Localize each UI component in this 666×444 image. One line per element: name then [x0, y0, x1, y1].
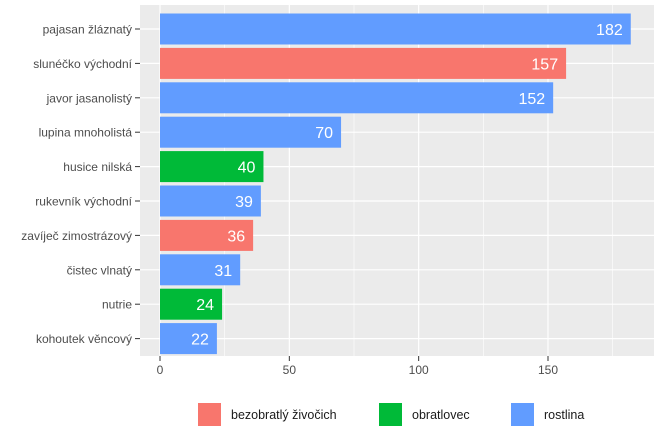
data-label: 31 — [214, 263, 232, 280]
bar — [160, 323, 217, 355]
y-tick-label: čistec vlnatý — [67, 263, 132, 277]
y-tick-label: husice nilská — [63, 160, 132, 174]
legend-item: bezobratlý živočich — [198, 403, 337, 426]
legend-swatch — [379, 403, 402, 426]
data-label: 40 — [238, 160, 256, 177]
legend-label: obratlovec — [412, 408, 470, 422]
legend-swatch — [198, 403, 221, 426]
bar — [160, 151, 264, 183]
y-tick-label: slunéčko východní — [33, 57, 132, 71]
legend-swatch — [511, 403, 534, 426]
bar — [160, 47, 567, 79]
bar — [160, 82, 554, 114]
data-label: 36 — [227, 228, 245, 245]
y-tick-label: javor jasanolistý — [46, 91, 132, 105]
legend-label: rostlina — [544, 408, 584, 422]
y-tick-label: rukevník východní — [35, 195, 132, 209]
bar — [160, 13, 631, 45]
bar — [160, 254, 241, 286]
data-label: 24 — [196, 297, 214, 314]
y-tick-label: kohoutek věncový — [36, 332, 132, 346]
y-tick-label: zavíječ zimostrázový — [21, 229, 132, 243]
data-label: 152 — [518, 91, 545, 108]
y-tick-label: nutrie — [102, 298, 132, 312]
data-label: 22 — [191, 332, 209, 349]
bar — [160, 219, 254, 251]
legend-label: bezobratlý živočich — [231, 408, 337, 422]
data-label: 39 — [235, 194, 253, 211]
bar — [160, 185, 261, 217]
x-tick-label: 150 — [538, 363, 558, 377]
bar — [160, 116, 342, 148]
data-label: 182 — [596, 22, 623, 39]
x-tick-label: 100 — [409, 363, 429, 377]
data-label: 70 — [315, 125, 333, 142]
legend-item: rostlina — [511, 403, 584, 426]
legend-item: obratlovec — [379, 403, 470, 426]
data-label: 157 — [531, 56, 558, 73]
x-tick-label: 0 — [157, 363, 164, 377]
y-tick-label: lupina mnoholistá — [39, 126, 133, 140]
bar — [160, 288, 223, 320]
x-tick-label: 50 — [283, 363, 297, 377]
y-tick-label: pajasan žláznatý — [43, 23, 132, 37]
